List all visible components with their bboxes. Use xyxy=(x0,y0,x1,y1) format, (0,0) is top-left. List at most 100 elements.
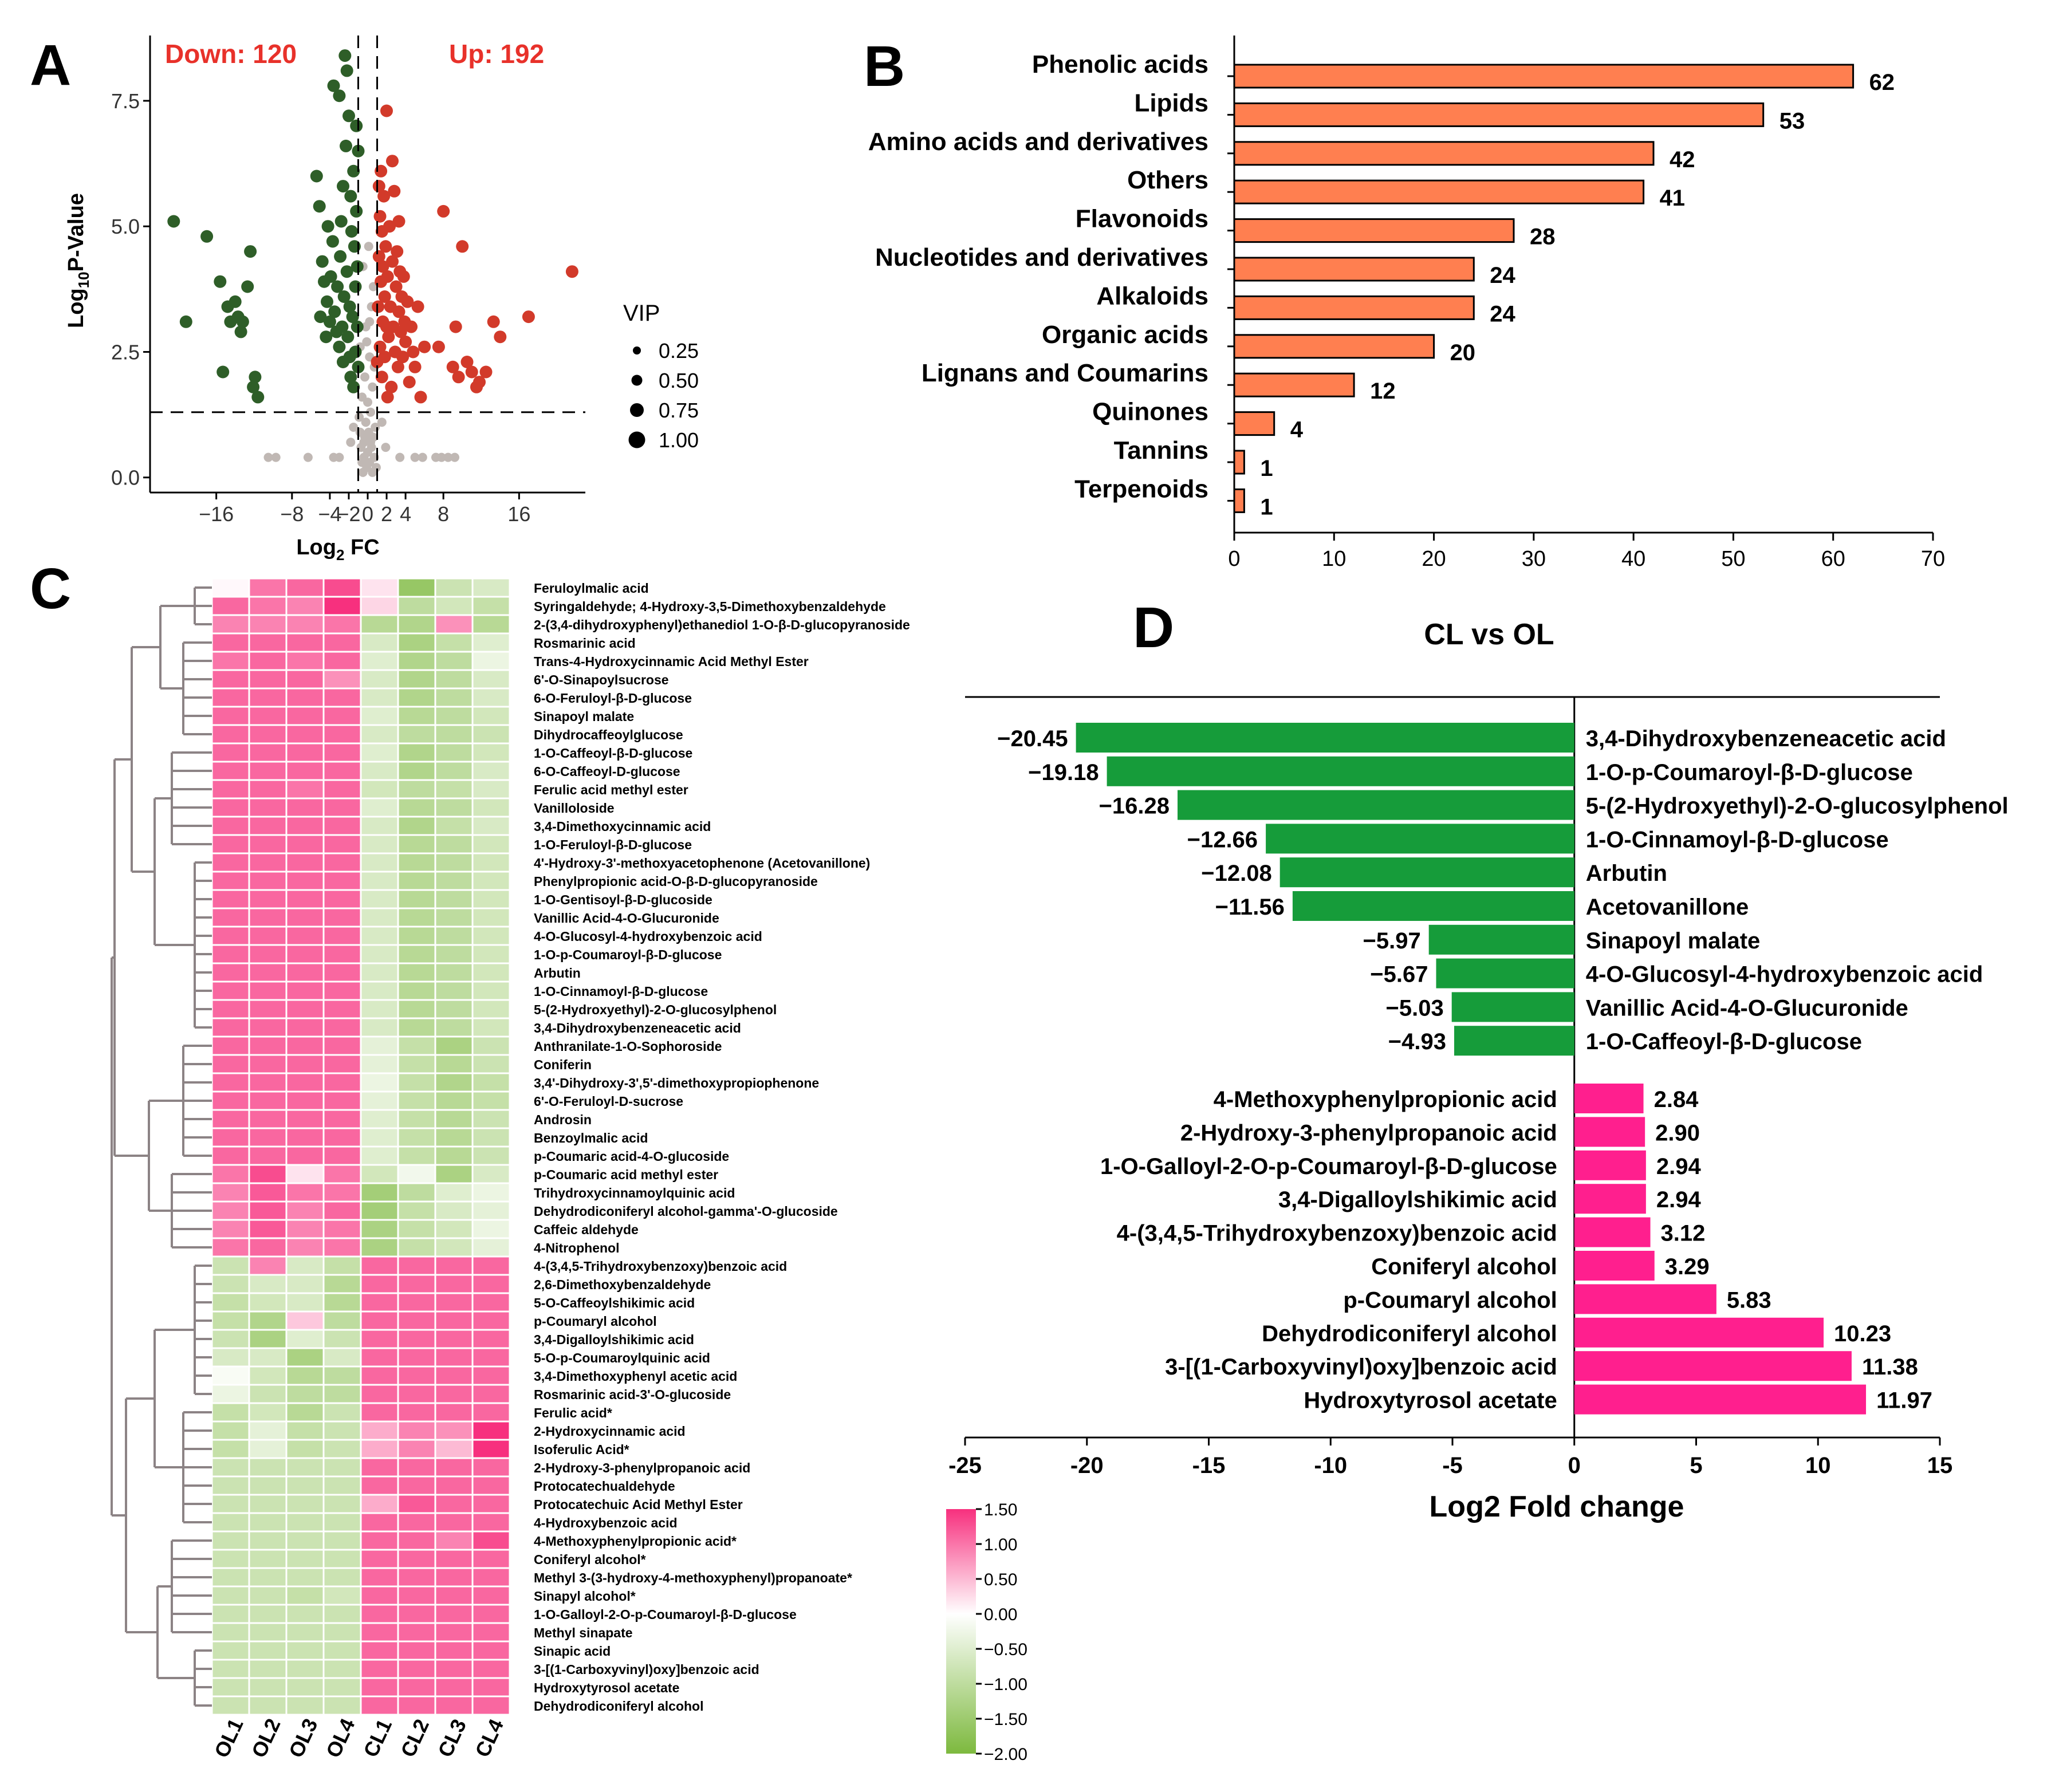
volcano-point xyxy=(418,340,431,353)
heatmap-cell xyxy=(471,1329,511,1349)
heatmap-cell xyxy=(211,632,250,653)
category-label: Nucleotides and derivatives xyxy=(875,243,1208,271)
heatmap-cell xyxy=(248,980,288,1001)
volcano-point xyxy=(271,452,281,462)
volcano-point xyxy=(337,290,351,303)
heatmap-cell xyxy=(360,980,399,1001)
heatmap-cell xyxy=(248,1127,288,1148)
heatmap-cell xyxy=(248,816,288,836)
colorbar-tick-label: −0.50 xyxy=(984,1640,1027,1659)
heatmap-cell xyxy=(360,1420,399,1441)
volcano-y-tick-label: 2.5 xyxy=(111,340,140,364)
heatmap-cell xyxy=(211,1402,250,1423)
heatmap-cell xyxy=(397,1402,436,1423)
heatmap-cell xyxy=(285,1182,325,1203)
colorbar-tick-label: −1.00 xyxy=(984,1675,1027,1694)
heatmap-cell xyxy=(471,632,511,653)
heatmap-cell xyxy=(360,1035,399,1056)
fold-change-down-label: 1-O-Cinnamoyl-β-D-glucose xyxy=(1586,827,1889,852)
volcano-point xyxy=(326,235,339,248)
heatmap-cell xyxy=(285,1329,325,1349)
heatmap-cell xyxy=(434,1090,474,1111)
heatmap-cell xyxy=(471,1365,511,1386)
heatmap-cell xyxy=(360,1329,399,1349)
heatmap-cell xyxy=(285,1145,325,1166)
heatmap-cell xyxy=(434,1457,474,1478)
volcano-point xyxy=(386,255,399,268)
category-bar-value: 1 xyxy=(1260,456,1273,481)
heatmap-cell xyxy=(471,1549,511,1569)
heatmap-cell xyxy=(211,1365,250,1386)
heatmap-cell xyxy=(322,852,362,873)
vip-legend-label: 0.25 xyxy=(659,339,699,363)
heatmap-cell xyxy=(434,962,474,983)
heatmap-cell xyxy=(211,651,250,671)
vip-legend-dot xyxy=(631,375,643,386)
volcano-point xyxy=(303,452,313,462)
volcano-point xyxy=(460,356,474,368)
heatmap-row-label: 1-O-Gentisoyl-β-D-glucoside xyxy=(534,892,712,907)
heatmap-cell xyxy=(285,1255,325,1276)
heatmap-cell xyxy=(397,1475,436,1496)
heatmap-cell xyxy=(471,669,511,690)
category-x-tick-label: 30 xyxy=(1522,547,1546,571)
heatmap-cell xyxy=(322,999,362,1019)
fold-change-down-value: −5.97 xyxy=(1363,928,1421,954)
volcano-point xyxy=(251,391,265,404)
heatmap-cell xyxy=(434,1659,474,1679)
heatmap-cell xyxy=(397,907,436,928)
heatmap-cell xyxy=(322,980,362,1001)
heatmap-cell xyxy=(285,1512,325,1533)
volcano-point xyxy=(377,190,391,203)
category-label: Terpenoids xyxy=(1074,475,1208,503)
heatmap-cell xyxy=(285,1457,325,1478)
heatmap-cell xyxy=(434,1640,474,1661)
volcano-point xyxy=(346,310,359,324)
volcano-point xyxy=(351,320,364,333)
heatmap-cell xyxy=(248,1182,288,1203)
heatmap-cell xyxy=(471,999,511,1019)
category-x-tick-label: 50 xyxy=(1721,547,1745,571)
heatmap-cell xyxy=(211,1072,250,1093)
heatmap-cell xyxy=(434,742,474,763)
heatmap-cell xyxy=(360,1090,399,1111)
heatmap-cell xyxy=(322,1604,362,1624)
heatmap-cell xyxy=(211,1182,250,1203)
heatmap-cell xyxy=(360,1402,399,1423)
heatmap-row-label: 3,4-Dimethoxyphenyl acetic acid xyxy=(534,1369,737,1384)
heatmap-cell xyxy=(360,1200,399,1221)
heatmap-cell xyxy=(360,925,399,946)
heatmap-cell xyxy=(397,1549,436,1569)
heatmap-cell xyxy=(471,852,511,873)
heatmap-cell xyxy=(397,1072,436,1093)
heatmap-cell xyxy=(360,1494,399,1514)
heatmap-row-label: 4-Nitrophenol xyxy=(534,1240,620,1255)
heatmap-cell xyxy=(285,1292,325,1313)
heatmap-cell xyxy=(248,706,288,726)
heatmap-cell xyxy=(397,724,436,745)
heatmap-cell xyxy=(322,1164,362,1184)
panel-label-b: B xyxy=(864,34,905,99)
heatmap-row-label: p-Coumaryl alcohol xyxy=(534,1314,657,1329)
heatmap-cell xyxy=(322,1200,362,1221)
volcano-up-label: Up: 192 xyxy=(449,39,544,69)
heatmap-cell xyxy=(471,1200,511,1221)
category-bar-value: 24 xyxy=(1490,263,1515,288)
heatmap-cell xyxy=(211,1549,250,1569)
heatmap-cell xyxy=(360,614,399,635)
fold-change-down-value: −4.93 xyxy=(1388,1029,1446,1054)
heatmap-cell xyxy=(471,706,511,726)
volcano-point xyxy=(372,180,385,193)
heatmap-cell xyxy=(322,797,362,818)
volcano-point xyxy=(522,310,535,324)
heatmap-cell xyxy=(285,724,325,745)
fold-change-down-value: −12.66 xyxy=(1187,827,1258,852)
heatmap-cell xyxy=(397,1292,436,1313)
heatmap-cell xyxy=(211,907,250,928)
heatmap-cell xyxy=(211,1200,250,1221)
heatmap-cell xyxy=(471,1310,511,1331)
volcano-y-tick-label: 7.5 xyxy=(111,89,140,113)
heatmap-cell xyxy=(397,1494,436,1514)
heatmap-cell xyxy=(471,1109,511,1129)
heatmap-cell xyxy=(285,999,325,1019)
